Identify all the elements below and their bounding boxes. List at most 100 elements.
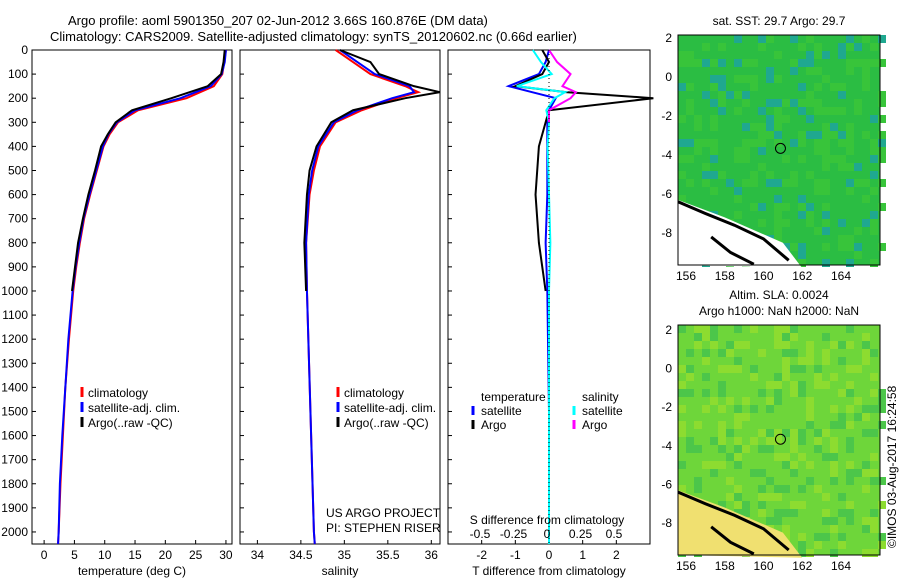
map-cell	[838, 389, 846, 397]
map-cell	[870, 469, 878, 477]
map-cell	[838, 341, 846, 349]
map-cell	[718, 59, 726, 67]
map-cell	[750, 179, 758, 187]
map-cell	[862, 485, 870, 493]
map-cell	[814, 131, 822, 139]
map-cell	[774, 437, 782, 445]
map-cell	[862, 219, 870, 227]
map-cell	[822, 139, 830, 147]
map-cell	[686, 365, 694, 373]
map-cell	[798, 453, 806, 461]
map-cell	[710, 155, 718, 163]
map-cell	[766, 437, 774, 445]
map-cell	[830, 469, 838, 477]
y-tick-label: 200	[8, 91, 28, 105]
map-cell	[758, 123, 766, 131]
legend-label: Argo	[481, 418, 507, 432]
map-lat-label: 2	[665, 31, 672, 45]
map-cell	[830, 549, 838, 557]
map-cell	[734, 325, 742, 333]
map-cell	[870, 259, 878, 267]
series-line-argo-raw-qc-	[71, 49, 226, 292]
map-cell	[806, 341, 814, 349]
map-cell	[878, 397, 886, 405]
map-cell	[734, 405, 742, 413]
map-cell	[798, 389, 806, 397]
map-cell	[862, 35, 870, 43]
map-cell	[862, 131, 870, 139]
map-cell	[790, 501, 798, 509]
map-cell	[854, 365, 862, 373]
legend-label: Argo(..raw -QC)	[88, 416, 173, 430]
x-tick-label: 15	[128, 548, 142, 562]
map-cell	[814, 51, 822, 59]
map-cell	[798, 251, 806, 259]
map-cell	[798, 59, 806, 67]
map-cell	[774, 211, 782, 219]
map-cell	[742, 509, 750, 517]
map-cell	[870, 155, 878, 163]
x-tick-label: -2	[476, 548, 487, 562]
map-cell	[814, 533, 822, 541]
map-cell	[758, 469, 766, 477]
map-cell	[718, 349, 726, 357]
legend-label: temperature	[481, 390, 546, 404]
x-axis-label: T difference from climatology	[472, 564, 626, 578]
map-cell	[710, 325, 718, 333]
map-cell	[734, 501, 742, 509]
map-cell	[790, 445, 798, 453]
map-cell	[726, 397, 734, 405]
map-cell	[774, 115, 782, 123]
map-cell	[838, 139, 846, 147]
x-tick-label: 2	[613, 548, 620, 562]
map-cell	[798, 501, 806, 509]
map-cell	[702, 163, 710, 171]
map-cell	[686, 155, 694, 163]
map-cell	[878, 477, 886, 485]
map-cell	[854, 227, 862, 235]
map-cell	[734, 445, 742, 453]
map-cell	[822, 147, 830, 155]
map-cell	[766, 179, 774, 187]
map-cell	[878, 203, 886, 211]
map-cell	[718, 429, 726, 437]
map-cell	[758, 485, 766, 493]
s-tick-label: -0.5	[470, 527, 491, 541]
map-lon-label: 156	[676, 559, 696, 573]
map-cell	[830, 445, 838, 453]
y-tick-label: 2000	[1, 525, 28, 539]
map-cell	[830, 341, 838, 349]
map-cell	[702, 139, 710, 147]
legend-label: Argo	[582, 418, 608, 432]
map-cell	[814, 381, 822, 389]
y-tick-label: 400	[8, 139, 28, 153]
map-cell	[814, 373, 822, 381]
map-cell	[686, 107, 694, 115]
map-cell	[678, 429, 686, 437]
map-cell	[814, 99, 822, 107]
map-cell	[814, 67, 822, 75]
map-cell	[678, 83, 686, 91]
series-line-climatology	[57, 49, 227, 545]
map-cell	[678, 389, 686, 397]
map-cell	[774, 509, 782, 517]
map-cell	[878, 533, 886, 541]
map-cell	[798, 99, 806, 107]
map-cell	[718, 405, 726, 413]
map-cell	[718, 43, 726, 51]
map-cell	[846, 469, 854, 477]
series-line-climatology	[305, 49, 422, 545]
map-cell	[766, 477, 774, 485]
map-cell	[814, 139, 822, 147]
map-cell	[878, 405, 886, 413]
map-lat-label: -4	[661, 148, 672, 162]
map-cell	[790, 243, 798, 251]
y-tick-label: 1700	[1, 453, 28, 467]
map-cell	[758, 35, 766, 43]
map-cell	[838, 83, 846, 91]
map-cell	[774, 333, 782, 341]
x-axis-label: salinity	[322, 564, 359, 578]
map-cell	[678, 461, 686, 469]
map-cell	[750, 203, 758, 211]
map-cell	[782, 509, 790, 517]
